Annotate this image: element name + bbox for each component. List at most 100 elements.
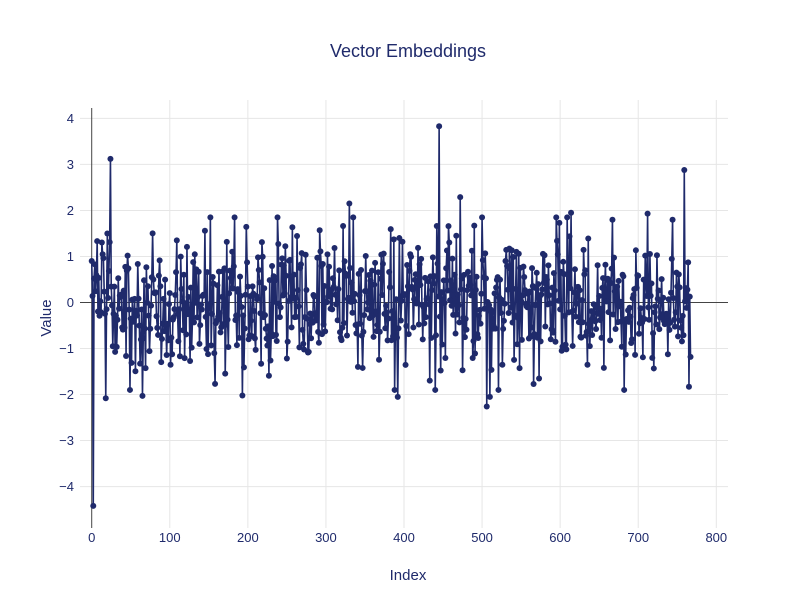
data-point [571,266,578,273]
data-point [221,265,228,272]
data-point [603,298,610,305]
data-point [611,254,618,261]
data-point [124,252,131,259]
data-point [232,316,239,323]
data-point [653,252,660,259]
data-point [566,233,573,240]
data-point [450,286,457,293]
data-point [437,367,444,374]
data-point [105,294,112,301]
data-point [107,155,114,162]
data-point [376,356,383,363]
data-point [405,331,412,338]
data-point [668,289,675,296]
data-point [319,261,326,268]
data-point [547,300,553,307]
data-point [686,293,693,300]
data-point [653,321,660,328]
data-point [465,268,472,275]
data-point [344,332,351,339]
data-point [198,306,205,313]
y-tick-label-1: 1 [67,249,74,264]
data-point [155,272,162,279]
x-tick-label-200: 200 [237,530,259,545]
data-point [212,380,219,387]
data-point [201,292,208,299]
data-point [162,276,169,283]
data-point [265,323,272,330]
data-point [455,302,462,309]
data-point [672,309,679,316]
data-point [479,214,486,221]
data-point [391,386,398,393]
data-point [502,257,509,264]
data-point [349,309,356,316]
data-point [219,293,226,300]
data-point [261,285,268,292]
data-point [208,342,215,349]
data-point [440,277,447,284]
data-point [173,237,180,244]
data-point [647,292,654,299]
data-point [422,314,429,321]
data-point [126,306,133,313]
data-point [272,277,279,284]
data-point [146,348,153,355]
y-tick-label-4: 4 [67,111,74,126]
data-point [401,291,408,298]
data-point [180,271,187,278]
x-tick-label-100: 100 [159,530,181,545]
data-point [666,326,673,333]
data-point [311,293,318,300]
data-point [454,311,461,318]
data-point [644,210,651,217]
data-point [524,304,531,311]
data-point [572,313,579,320]
data-point [95,274,102,281]
data-point [665,296,672,303]
data-point [180,327,187,334]
data-point [433,332,440,339]
data-point [211,350,218,357]
data-point [538,291,545,298]
data-point [369,312,376,319]
data-point [664,351,671,358]
data-point [473,273,480,280]
data-point [287,256,294,263]
data-point [191,251,198,258]
data-point [426,377,433,384]
data-point [103,306,110,313]
data-point [346,200,353,207]
data-point [363,288,370,295]
data-point [276,314,283,321]
data-point [512,285,519,292]
data-point [340,223,347,230]
data-point [561,312,568,319]
data-point [467,282,474,289]
x-tick-label-400: 400 [393,530,415,545]
data-point [415,321,422,328]
data-point [578,334,585,341]
data-point [204,269,211,276]
data-point [682,298,689,305]
data-point [508,247,515,254]
data-point [225,343,232,350]
data-point [244,259,251,266]
data-point [249,283,256,290]
data-point [471,222,478,229]
data-point [358,267,365,273]
data-point [323,299,330,306]
data-point [183,331,190,338]
data-point [671,316,678,323]
data-point [482,275,489,282]
data-point [233,312,240,319]
data-point [493,284,500,291]
data-point [501,300,508,307]
data-point [592,318,599,325]
data-point [283,355,290,362]
data-point [593,326,600,332]
data-point [271,298,278,305]
data-point [409,286,416,293]
data-point [449,255,456,262]
data-point [584,361,591,368]
